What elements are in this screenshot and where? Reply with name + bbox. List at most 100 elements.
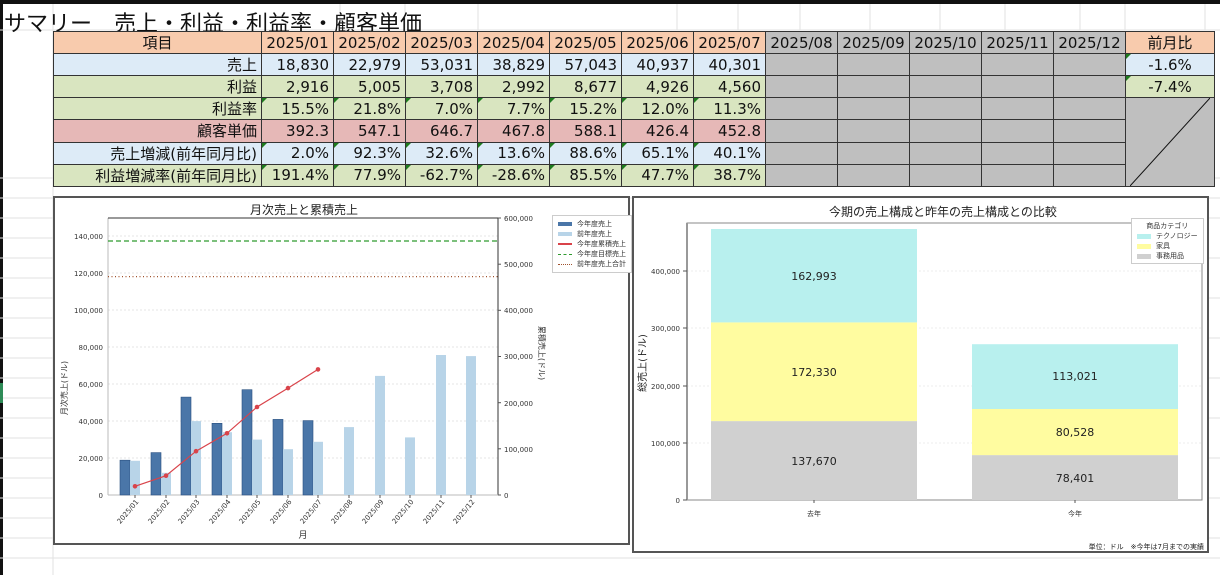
cell-empty[interactable] [765,141,838,165]
cell[interactable]: 452.8 [693,119,766,143]
cell[interactable]: 77.9% [333,163,406,188]
sales-composition-chart[interactable]: 今期の売上構成と昨年の売上構成との比較 0 100,000 200,000 [632,196,1209,553]
cell[interactable]: 18,830 [261,53,334,76]
cell[interactable]: 3,708 [405,75,478,98]
cell-empty[interactable] [981,141,1054,165]
cell-diagonal-merged[interactable] [1125,97,1215,187]
cell-empty[interactable] [909,75,982,98]
cell[interactable]: 7.0% [405,96,478,121]
cell-empty[interactable] [1053,75,1126,98]
cell-empty[interactable] [837,96,910,121]
cell[interactable]: 40.1% [693,141,766,165]
cell-empty[interactable] [981,119,1054,143]
cell-empty[interactable] [909,141,982,165]
legend-item: 家具 [1137,241,1198,251]
cell-empty[interactable] [981,163,1054,188]
cell[interactable]: 4,560 [693,75,766,98]
header-month[interactable]: 2025/06 [621,31,694,54]
cell-empty[interactable] [837,141,910,165]
cell[interactable]: 392.3 [261,119,334,143]
header-month[interactable]: 2025/02 [333,31,406,54]
cell[interactable]: 547.1 [333,119,406,143]
cell-empty[interactable] [765,96,838,121]
cell-empty[interactable] [837,75,910,98]
cell-empty[interactable] [981,75,1054,98]
cell[interactable]: 11.3% [693,96,766,121]
cell-empty[interactable] [1053,53,1126,76]
cell[interactable]: 467.8 [477,119,550,143]
svg-text:80,000: 80,000 [79,344,104,352]
header-month[interactable]: 2025/01 [261,31,334,54]
cell[interactable]: 38,829 [477,53,550,76]
cell[interactable]: 2,992 [477,75,550,98]
cell-empty[interactable] [765,163,838,188]
cell-empty[interactable] [837,163,910,188]
header-month[interactable]: 2025/12 [1053,31,1126,54]
cell-empty[interactable] [909,119,982,143]
cell[interactable]: 4,926 [621,75,694,98]
cell-empty[interactable] [765,53,838,76]
cell[interactable]: 2.0% [261,141,334,165]
cell-empty[interactable] [909,96,982,121]
row-label[interactable]: 顧客単価 [53,119,262,143]
cell[interactable]: 47.7% [621,163,694,188]
cell-empty[interactable] [765,119,838,143]
header-month[interactable]: 2025/09 [837,31,910,54]
cell-prev-month[interactable]: -1.6% [1125,53,1215,76]
cell[interactable]: 191.4% [261,163,334,188]
cell[interactable]: 57,043 [549,53,622,76]
y-tick-labels: 0 100,000 200,000 300,000 400,000 [651,268,680,505]
cell[interactable]: 40,937 [621,53,694,76]
cell[interactable]: 53,031 [405,53,478,76]
cell-empty[interactable] [981,53,1054,76]
cell[interactable]: 15.5% [261,96,334,121]
cell[interactable]: 8,677 [549,75,622,98]
row-label[interactable]: 売上増減(前年同月比) [53,141,262,165]
header-month[interactable]: 2025/08 [765,31,838,54]
cell[interactable]: 646.7 [405,119,478,143]
cell[interactable]: 588.1 [549,119,622,143]
cell[interactable]: 7.7% [477,96,550,121]
header-month[interactable]: 2025/07 [693,31,766,54]
cell[interactable]: 85.5% [549,163,622,188]
cell[interactable]: -28.6% [477,163,550,188]
monthly-sales-chart[interactable]: 月次売上と累積売上 [53,196,632,545]
header-month[interactable]: 2025/11 [981,31,1054,54]
cell-empty[interactable] [837,119,910,143]
header-month[interactable]: 2025/10 [909,31,982,54]
header-month[interactable]: 2025/03 [405,31,478,54]
row-label[interactable]: 利益 [53,75,262,98]
cell[interactable]: 5,005 [333,75,406,98]
cell-empty[interactable] [1053,163,1126,188]
cell[interactable]: 15.2% [549,96,622,121]
cell[interactable]: 88.6% [549,141,622,165]
cell[interactable]: 12.0% [621,96,694,121]
cell-empty[interactable] [837,53,910,76]
cell-prev-month[interactable]: -7.4% [1125,75,1215,98]
row-label[interactable]: 利益率 [53,96,262,121]
cell[interactable]: 40,301 [693,53,766,76]
row-label[interactable]: 売上 [53,53,262,76]
cell[interactable]: 426.4 [621,119,694,143]
header-item-label[interactable]: 項目 [53,31,262,54]
cell-empty[interactable] [981,96,1054,121]
cell[interactable]: 92.3% [333,141,406,165]
cell-empty[interactable] [765,75,838,98]
cell-empty[interactable] [1053,96,1126,121]
cell-empty[interactable] [1053,119,1126,143]
cell[interactable]: 21.8% [333,96,406,121]
cell[interactable]: 13.6% [477,141,550,165]
cell-empty[interactable] [909,53,982,76]
header-month[interactable]: 2025/04 [477,31,550,54]
header-prev-month[interactable]: 前月比 [1125,31,1215,54]
row-label[interactable]: 利益増減率(前年同月比) [53,163,262,188]
cell-empty[interactable] [1053,141,1126,165]
cell[interactable]: -62.7% [405,163,478,188]
cell[interactable]: 38.7% [693,163,766,188]
cell[interactable]: 65.1% [621,141,694,165]
cell[interactable]: 2,916 [261,75,334,98]
cell[interactable]: 22,979 [333,53,406,76]
header-month[interactable]: 2025/05 [549,31,622,54]
cell[interactable]: 32.6% [405,141,478,165]
cell-empty[interactable] [909,163,982,188]
